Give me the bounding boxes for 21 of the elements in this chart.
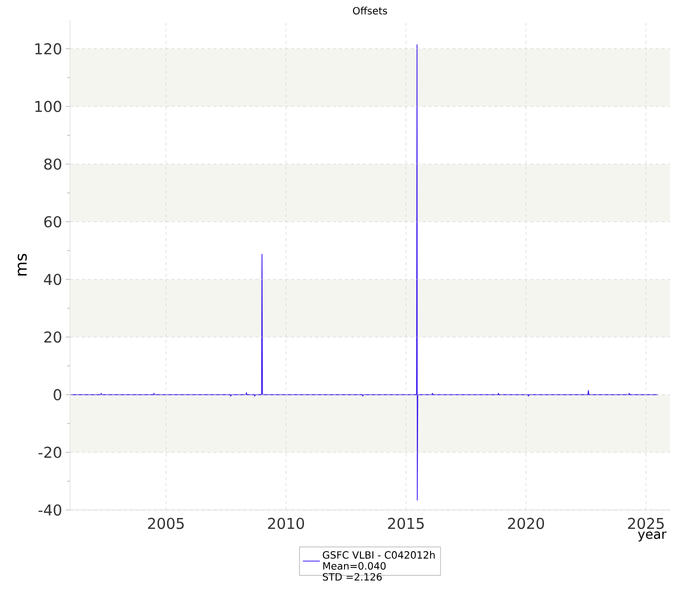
y-axis-title: ms	[18, 254, 27, 276]
text: Mean=0.040	[323, 562, 386, 570]
y-tick-label: 80	[44, 158, 62, 170]
y-tick-label: -20	[38, 446, 62, 458]
x-axis-title: year	[638, 532, 666, 542]
y-tick-label: 60	[44, 216, 62, 228]
y-tick-label: 100	[35, 100, 62, 112]
y-tick-label: -40	[38, 504, 62, 516]
text: STD =2.126	[322, 573, 382, 581]
x-tick-label: 2005	[148, 518, 184, 530]
line-series	[70, 44, 658, 501]
y-tick-label: 40	[44, 274, 62, 286]
x-tick-label: 2025	[628, 518, 664, 530]
y-tick-label: 20	[44, 331, 62, 343]
y-tick-label: 0	[54, 389, 62, 400]
x-tick-label: 2015	[388, 518, 424, 530]
legend-label: GSFC VLBI - C042012h	[322, 551, 435, 559]
chart-title: Offsets	[353, 6, 388, 14]
x-tick-label: 2010	[268, 518, 304, 530]
x-tick-label: 2020	[508, 518, 544, 530]
y-tick-label: 120	[35, 43, 62, 54]
